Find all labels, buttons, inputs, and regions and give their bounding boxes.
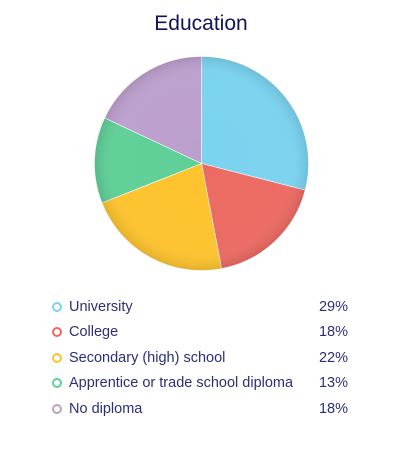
chart-title: Education — [154, 12, 248, 35]
legend-item[interactable]: College 18% — [52, 320, 348, 346]
legend-marker-icon — [52, 352, 62, 363]
pie-chart-area — [93, 55, 310, 272]
chart-legend: University 29% College 18% Secondary (high) … — [52, 294, 348, 422]
legend-item[interactable]: Secondary (high) school 22% — [52, 345, 348, 371]
legend-label: Apprentice or trade school diploma — [69, 375, 294, 392]
legend-marker-icon — [52, 327, 62, 338]
pie-chart — [94, 56, 309, 271]
legend-item[interactable]: University 29% — [52, 294, 348, 320]
pie-shading — [94, 56, 309, 271]
legend-marker-icon — [52, 378, 62, 389]
legend-marker-icon — [52, 301, 62, 312]
legend-value: 22% — [318, 349, 348, 366]
legend-label: Secondary (high) school — [69, 349, 226, 366]
legend-label: University — [69, 298, 133, 315]
legend-value: 29% — [318, 298, 348, 315]
legend-label: No diploma — [69, 400, 143, 417]
legend-marker-icon — [52, 403, 62, 414]
legend-label: College — [69, 324, 119, 341]
legend-item[interactable]: No diploma 18% — [52, 396, 348, 422]
legend-item[interactable]: Apprentice or trade school diploma 13% — [52, 371, 348, 397]
legend-value: 18% — [318, 400, 348, 417]
legend-value: 13% — [318, 375, 348, 392]
legend-value: 18% — [318, 324, 348, 341]
